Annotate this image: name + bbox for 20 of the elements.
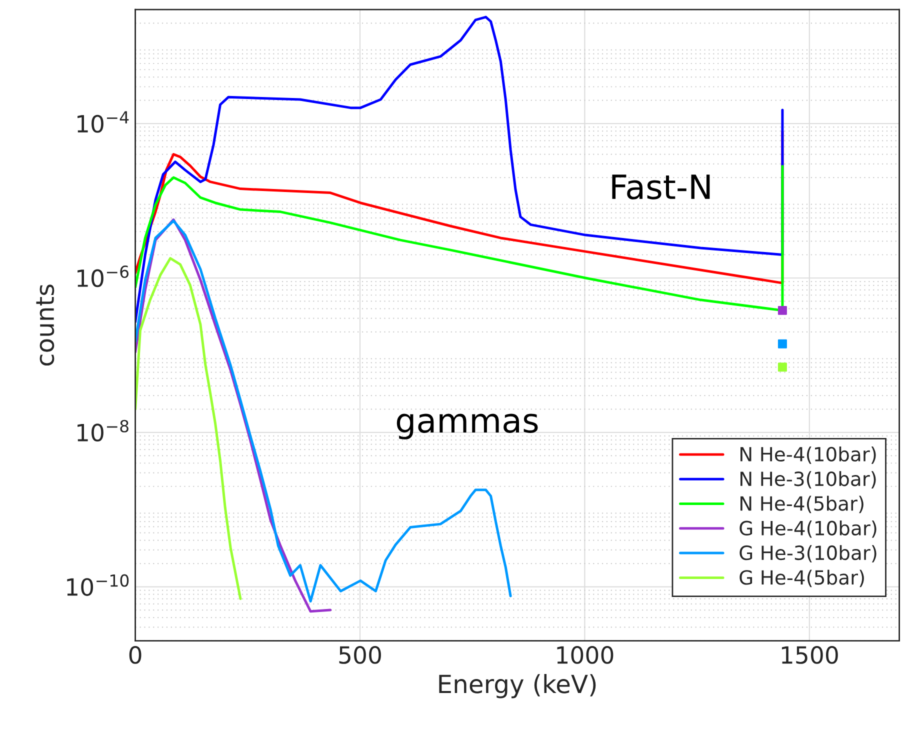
legend-label: G He-4(5bar) — [740, 570, 864, 588]
x-tick-label: 1000 — [557, 646, 614, 664]
legend-label: N He-4(10bar) — [740, 446, 876, 464]
y-tick-label: 10$^{−10}$ — [67, 574, 129, 596]
y-tick-label: 10$^{−4}$ — [78, 111, 129, 133]
legend-label: N He-4(5bar) — [740, 496, 864, 514]
legend-label: G He-4(10bar) — [740, 520, 876, 538]
x-tick-label: 500 — [339, 646, 381, 664]
annotation: gammas — [396, 414, 538, 440]
y-tick-label: 10$^{−6}$ — [78, 265, 129, 288]
line-series — [135, 257, 242, 600]
legend-label: G He-3(10bar) — [740, 545, 876, 562]
x-tick-label: 0 — [129, 646, 142, 664]
x-tick-label: 1500 — [782, 646, 838, 664]
x-axis-title: Energy (keV) — [439, 674, 596, 698]
line-series — [135, 16, 784, 324]
y-tick-label: 10$^{−8}$ — [78, 420, 128, 442]
y-axis-title: counts — [36, 284, 54, 366]
legend-label: N He-3(10bar) — [740, 471, 876, 488]
annotation: Fast-N — [612, 174, 710, 200]
